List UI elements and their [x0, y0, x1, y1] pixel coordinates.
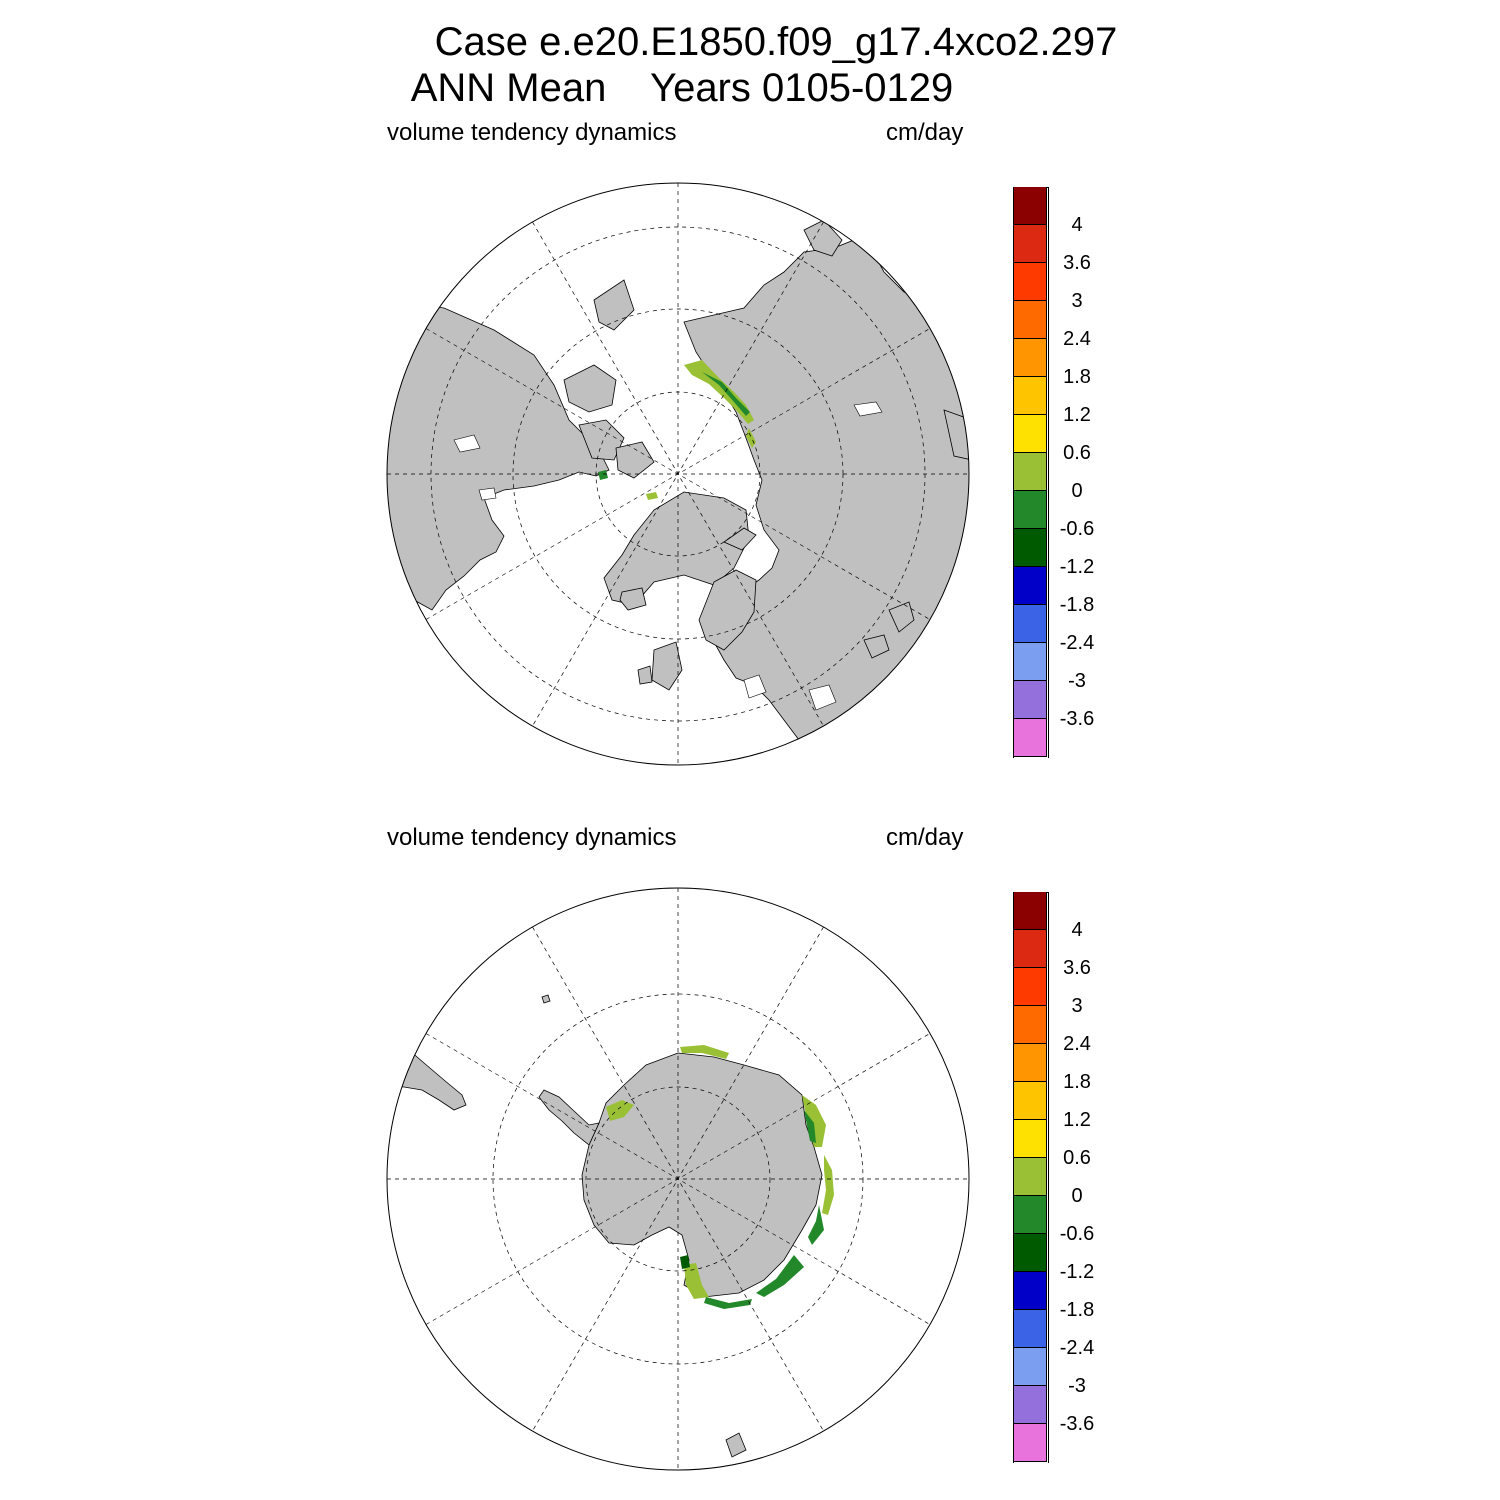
north-colorbar-swatch — [1013, 225, 1047, 263]
north-units-label: cm/day — [886, 119, 964, 146]
north-colorbar-swatch — [1013, 377, 1047, 415]
north-colorbar-swatch — [1013, 263, 1047, 301]
south-colorbar-tick-label: -0.6 — [1059, 1223, 1095, 1245]
north-colorbar-tick-label: -0.6 — [1059, 518, 1095, 540]
north-colorbar-swatch — [1013, 339, 1047, 377]
south-colorbar-swatch — [1013, 1120, 1047, 1158]
south-colorbar-swatch — [1013, 1386, 1047, 1424]
north-colorbar-tick-label: -1.8 — [1059, 594, 1095, 616]
south-colorbar-swatch — [1013, 1006, 1047, 1044]
south-colorbar-swatch — [1013, 930, 1047, 968]
south-colorbar-tick-label: 0 — [1071, 1185, 1083, 1207]
south-colorbar-tick-label: -3.6 — [1059, 1413, 1095, 1435]
north-colorbar-tick-label: -1.2 — [1059, 556, 1095, 578]
south-colorbar-swatch — [1013, 1196, 1047, 1234]
north-colorbar-tick-label: -3.6 — [1059, 708, 1095, 730]
north-colorbar-swatch — [1013, 643, 1047, 681]
north-colorbar-tick-label: 0.6 — [1063, 442, 1091, 464]
south-colorbar-tick-label: -3 — [1068, 1375, 1086, 1397]
north-colorbar-swatch — [1013, 453, 1047, 491]
north-panel: volume tendency dynamics cm/day — [0, 0, 1500, 766]
north-colorbar-swatch — [1013, 529, 1047, 567]
south-colorbar-tick-label: 2.4 — [1063, 1033, 1091, 1055]
south-colorbar-tick-label: -2.4 — [1059, 1337, 1095, 1359]
north-colorbar-tick-label: 1.8 — [1063, 366, 1091, 388]
north-colorbar-swatch — [1013, 719, 1047, 757]
south-colorbar-swatch — [1013, 1272, 1047, 1310]
north-landmass — [387, 219, 969, 765]
north-colorbar-swatch — [1013, 187, 1047, 225]
north-colorbar-tick-label: -3 — [1068, 670, 1086, 692]
south-panel: volume tendency dynamics cm/day — [0, 705, 1500, 1471]
south-colorbar-swatch — [1013, 1082, 1047, 1120]
south-colorbar-swatch — [1013, 892, 1047, 930]
north-colorbar-swatch — [1013, 681, 1047, 719]
plot-title-line2: ANN Mean Years 0105-0129 — [410, 66, 954, 110]
south-colorbar-tick-label: 3 — [1071, 995, 1083, 1017]
south-colorbar-swatch — [1013, 1158, 1047, 1196]
south-polar-map — [386, 887, 970, 1471]
north-variable-label: volume tendency dynamics — [387, 119, 677, 146]
south-graticule — [387, 888, 969, 1470]
south-colorbar-tick-label: 1.2 — [1063, 1109, 1091, 1131]
south-colorbar-swatch — [1013, 1234, 1047, 1272]
north-polar-map — [386, 182, 970, 766]
north-colorbar-tick-label: 3.6 — [1063, 252, 1091, 274]
north-colorbar-swatch — [1013, 605, 1047, 643]
north-colorbar-swatch — [1013, 567, 1047, 605]
south-colorbar-swatch — [1013, 1044, 1047, 1082]
north-colorbar-swatch — [1013, 301, 1047, 339]
south-colorbar-tick-label: 0.6 — [1063, 1147, 1091, 1169]
north-colorbar-tick-label: 4 — [1071, 214, 1083, 236]
south-colorbar-tick-label: 3.6 — [1063, 957, 1091, 979]
north-colorbar-tick-label: 1.2 — [1063, 404, 1091, 426]
south-colorbar-tick-label: -1.2 — [1059, 1261, 1095, 1283]
south-map-boundary — [386, 887, 970, 1471]
north-graticule — [387, 183, 969, 765]
south-tendency-shading — [606, 1045, 834, 1309]
south-colorbar-swatch — [1013, 1310, 1047, 1348]
south-units-label: cm/day — [886, 824, 964, 851]
plot-title-line1: Case e.e20.E1850.f09_g17.4xco2.297 — [434, 20, 1118, 64]
south-colorbar-swatch — [1013, 1424, 1047, 1462]
south-colorbar-tick-label: 1.8 — [1063, 1071, 1091, 1093]
north-colorbar-tick-label: 3 — [1071, 290, 1083, 312]
north-colorbar-tick-label: -2.4 — [1059, 632, 1095, 654]
south-colorbar-swatch — [1013, 1348, 1047, 1386]
south-colorbar-tick-label: -1.8 — [1059, 1299, 1095, 1321]
north-tendency-shading — [598, 360, 756, 500]
north-colorbar-swatch — [1013, 415, 1047, 453]
south-colorbar-swatch — [1013, 968, 1047, 1006]
north-colorbar-tick-label: 2.4 — [1063, 328, 1091, 350]
south-variable-label: volume tendency dynamics — [387, 824, 677, 851]
north-colorbar-tick-label: 0 — [1071, 480, 1083, 502]
north-colorbar-swatch — [1013, 491, 1047, 529]
south-colorbar-tick-label: 4 — [1071, 919, 1083, 941]
north-map-boundary — [386, 182, 970, 766]
